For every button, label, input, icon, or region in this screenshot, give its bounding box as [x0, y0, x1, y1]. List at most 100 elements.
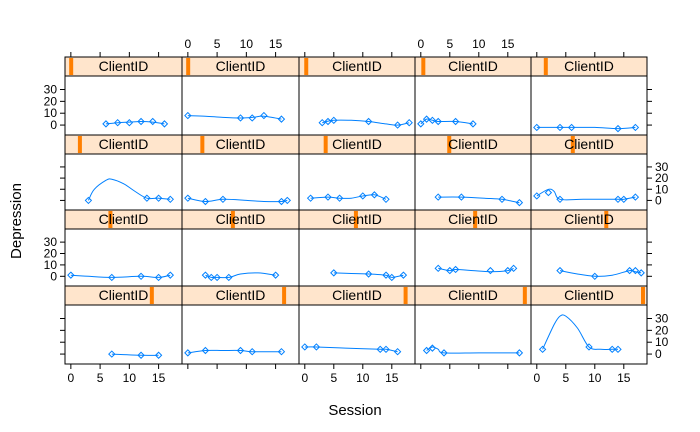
y-tick-label: 20 — [655, 171, 669, 185]
strip-label: ClientID — [99, 136, 149, 152]
data-point — [393, 121, 402, 129]
data-point — [614, 124, 622, 133]
data-point — [113, 118, 122, 127]
data-point — [625, 266, 634, 275]
series-line — [536, 188, 636, 201]
data-point — [457, 193, 466, 201]
strip-label: ClientID — [448, 58, 498, 74]
data-point — [184, 111, 192, 120]
series-line — [438, 196, 520, 204]
data-point — [370, 191, 379, 199]
strip-label: ClientID — [332, 287, 382, 303]
strip-label: ClientID — [564, 287, 614, 303]
x-tick-label: 15 — [617, 371, 631, 385]
y-tick-label: 0 — [655, 193, 662, 207]
y-tick-label: 20 — [44, 247, 58, 261]
series-line — [310, 194, 387, 200]
panel-frame — [530, 75, 648, 136]
data-point — [283, 196, 292, 205]
strip-marker — [473, 211, 478, 228]
data-point — [451, 265, 460, 274]
series-line — [187, 115, 282, 120]
data-point — [335, 194, 344, 202]
x-tick-label: 10 — [356, 371, 370, 385]
data-point — [260, 111, 268, 120]
data-point — [393, 347, 402, 356]
strip-marker — [604, 211, 609, 228]
y-axis-label: Depression — [8, 183, 25, 259]
strip-marker — [282, 287, 287, 304]
data-point — [301, 343, 309, 351]
data-point — [154, 273, 163, 282]
data-point — [620, 195, 628, 204]
data-point — [271, 271, 280, 279]
data-point — [225, 273, 233, 282]
strip-label: ClientID — [564, 136, 614, 152]
data-point — [440, 349, 448, 357]
data-point — [399, 271, 408, 279]
data-point — [236, 346, 245, 355]
y-tick-label: 10 — [655, 335, 669, 349]
strip-label: ClientID — [448, 287, 498, 303]
data-point — [359, 192, 367, 200]
strip-marker — [522, 287, 527, 304]
series-line — [87, 178, 171, 201]
series-line — [187, 349, 282, 354]
series-line — [559, 269, 642, 277]
x-tick-label: 15 — [269, 37, 283, 51]
x-tick-label: 10 — [240, 37, 254, 51]
data-point — [515, 198, 524, 207]
panel-frame — [64, 153, 183, 211]
x-tick-label: 15 — [152, 371, 166, 385]
data-point — [277, 115, 286, 123]
x-tick-label: 0 — [68, 371, 75, 385]
data-point — [567, 123, 576, 132]
data-point — [125, 118, 134, 127]
series-line — [322, 119, 410, 126]
data-point — [201, 271, 210, 279]
data-point — [108, 273, 116, 282]
data-point — [533, 123, 541, 132]
strip-label: ClientID — [99, 211, 149, 227]
data-point — [591, 272, 599, 281]
strip-label: ClientID — [216, 136, 266, 152]
x-tick-label: 0 — [533, 371, 540, 385]
series-line — [542, 314, 618, 350]
y-tick-label: 0 — [50, 118, 57, 132]
panel-frame — [530, 228, 648, 287]
data-point — [330, 116, 338, 125]
strip-marker — [543, 58, 548, 75]
strip-label: ClientID — [448, 211, 498, 227]
series-line — [105, 120, 165, 125]
x-tick-label: 10 — [472, 37, 486, 51]
data-point — [614, 195, 622, 204]
data-point — [434, 264, 442, 273]
data-point — [84, 196, 93, 205]
data-point — [143, 194, 151, 202]
strip-marker — [230, 211, 235, 228]
data-point — [67, 271, 75, 279]
y-tick-label: 10 — [655, 182, 669, 196]
series-line — [333, 272, 404, 278]
strip-marker — [69, 58, 74, 75]
strip-label: ClientID — [216, 287, 266, 303]
data-point — [556, 195, 564, 204]
panel-frame — [414, 228, 532, 287]
data-point — [184, 194, 192, 202]
data-point — [306, 194, 315, 202]
data-point — [376, 345, 384, 354]
strip-label: ClientID — [564, 58, 614, 74]
data-point — [556, 266, 564, 275]
strip-marker — [570, 136, 575, 153]
y-tick-label: 30 — [44, 82, 58, 96]
x-tick-label: 5 — [562, 371, 569, 385]
data-point — [509, 264, 518, 273]
data-point — [382, 271, 390, 279]
x-tick-label: 0 — [301, 371, 308, 385]
data-point — [154, 194, 163, 202]
y-tick-label: 30 — [44, 235, 58, 249]
data-point — [556, 123, 564, 132]
data-point — [434, 117, 442, 126]
data-point — [469, 120, 477, 128]
y-tick-label: 10 — [44, 106, 58, 120]
